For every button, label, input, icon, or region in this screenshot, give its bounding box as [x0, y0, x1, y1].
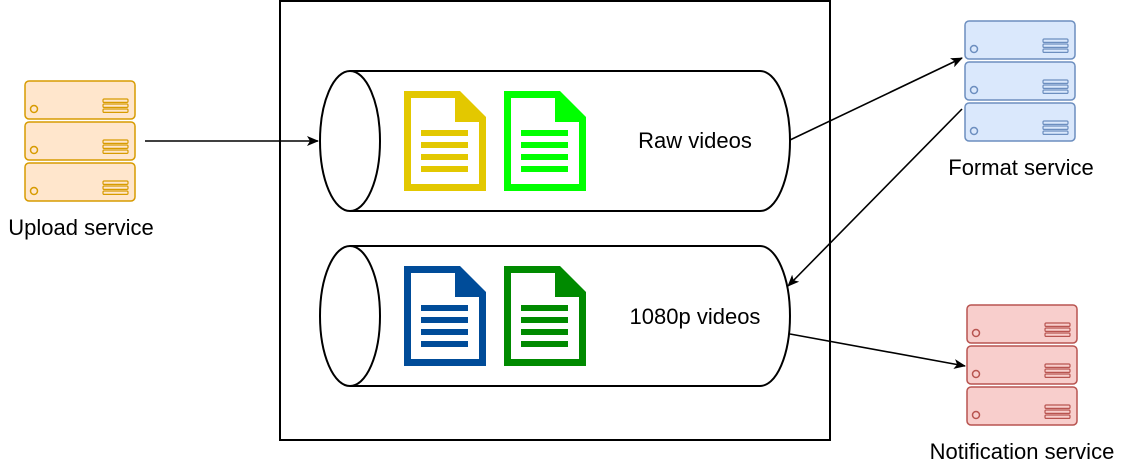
hd-to-notification-arrow: [789, 333, 966, 369]
hd-video-file-icon: [504, 266, 586, 366]
format-service: Format service: [948, 20, 1094, 180]
notification-server-icon: [966, 304, 1078, 426]
hd-videos-label: 1080p videos: [630, 304, 761, 329]
server-unit: [964, 61, 1076, 101]
raw-queue-cylinder-cap: [319, 70, 381, 212]
server-unit: [964, 20, 1076, 60]
hd-queue-cylinder-cap: [319, 245, 381, 387]
upload-server-icon: [24, 80, 136, 202]
format-server-icon: [964, 20, 1076, 142]
raw-video-file-icon: [404, 91, 486, 191]
upload-service: Upload service: [8, 80, 154, 240]
hd-video-file-icon: [404, 266, 486, 366]
raw-video-file-icon: [504, 91, 586, 191]
raw-videos-label: Raw videos: [638, 128, 752, 153]
message-broker-box: [279, 0, 831, 441]
format-to-hd-arrow: [787, 108, 963, 287]
notification-service: Notification service: [930, 304, 1115, 464]
server-unit: [966, 386, 1078, 426]
server-unit: [964, 102, 1076, 142]
server-unit: [24, 121, 136, 161]
server-unit: [966, 304, 1078, 344]
upload-service-label: Upload service: [8, 215, 154, 240]
hd-videos-queue: 1080p videos: [319, 245, 791, 387]
server-unit: [24, 80, 136, 120]
server-unit: [966, 345, 1078, 385]
server-unit: [24, 162, 136, 202]
notification-service-label: Notification service: [930, 439, 1115, 464]
raw-videos-queue: Raw videos: [319, 70, 791, 212]
format-service-label: Format service: [948, 155, 1093, 180]
raw-to-format-arrow: [789, 57, 963, 141]
